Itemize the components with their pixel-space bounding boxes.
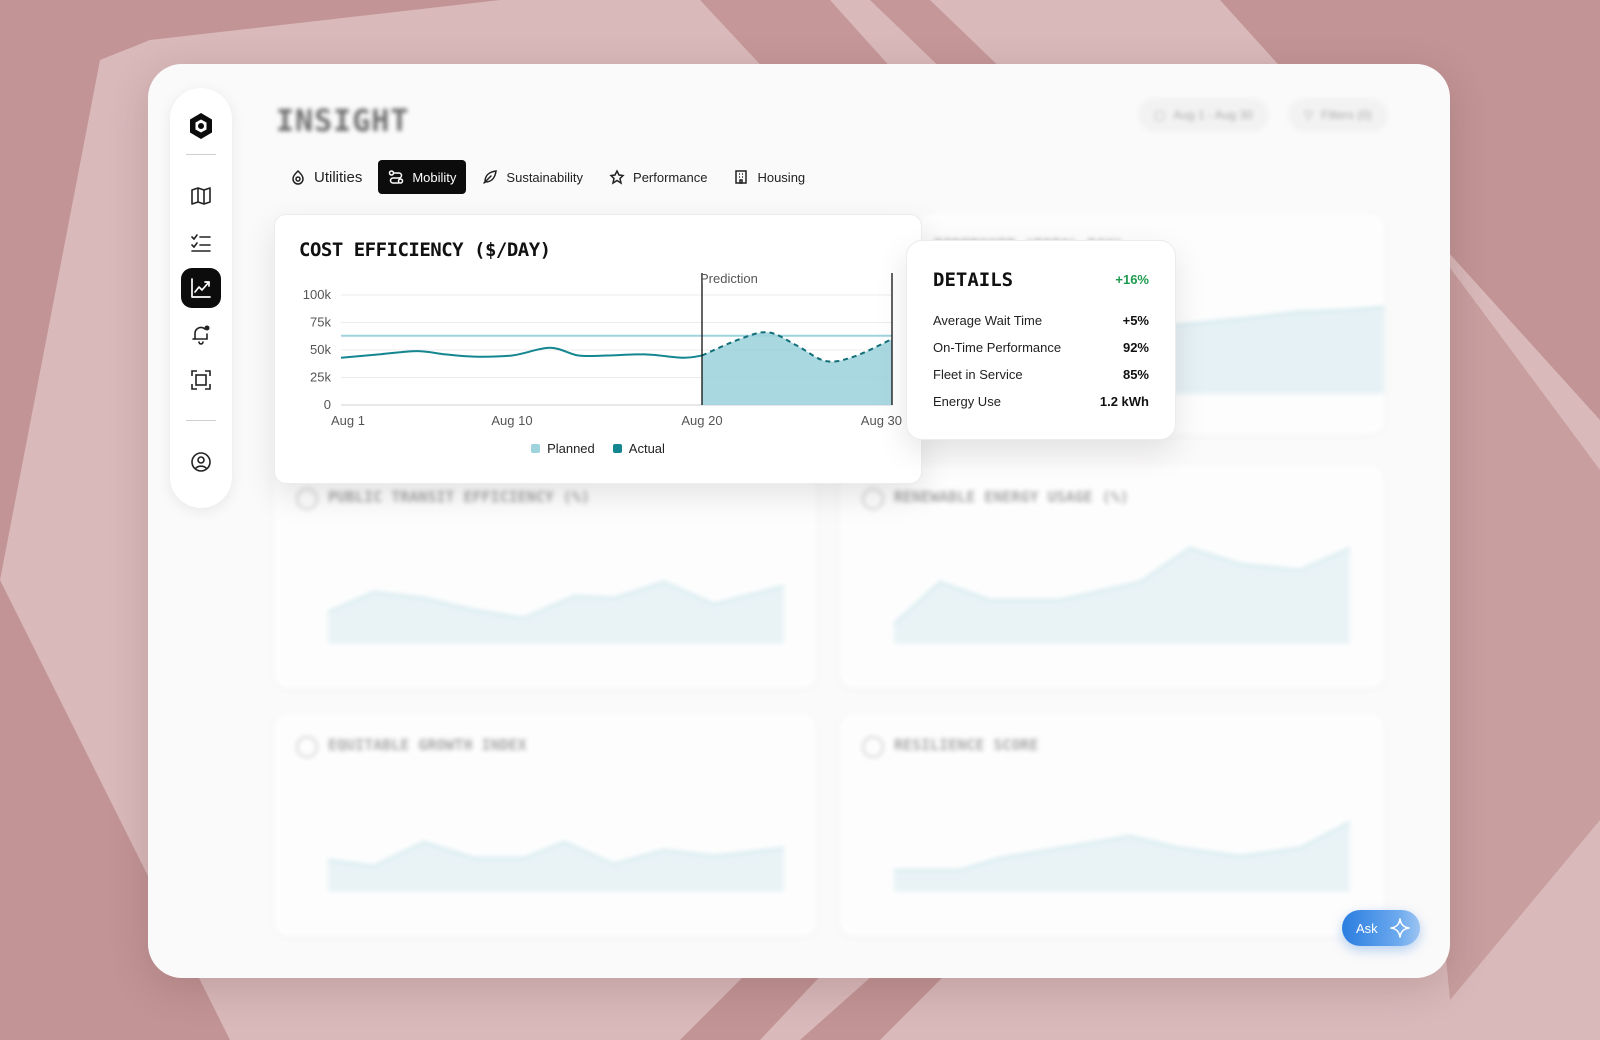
mini-area-chart xyxy=(1167,306,1384,394)
detail-row: Fleet in Service 85% xyxy=(933,367,1149,382)
map-icon[interactable] xyxy=(181,176,221,216)
detail-value: 1.2 kWh xyxy=(1099,394,1149,409)
legend-item-planned: Planned xyxy=(531,441,595,456)
mini-area-chart xyxy=(327,580,785,644)
tab-utilities[interactable]: Utilities xyxy=(280,160,372,194)
ask-label: Ask xyxy=(1356,920,1378,936)
tab-label: Housing xyxy=(757,169,806,185)
details-card[interactable]: DETAILS +16% Average Wait Time +5% On-Ti… xyxy=(906,240,1176,440)
chart-legend: Planned Actual xyxy=(275,441,921,456)
change-badge: +16% xyxy=(1115,272,1149,287)
leaf-icon xyxy=(483,170,498,184)
prediction-series-line xyxy=(701,331,893,363)
mini-area-chart xyxy=(893,546,1351,644)
filters-button[interactable]: ▽ Filters (0) xyxy=(1288,98,1388,132)
logo-icon[interactable] xyxy=(181,106,221,146)
y-tick-label: 25k xyxy=(310,370,331,385)
date-range-picker[interactable]: ▢ Aug 1 - Aug 30 xyxy=(1138,98,1269,132)
card-title: RESILIENCE SCORE xyxy=(894,736,1039,754)
notification-icon[interactable] xyxy=(181,314,221,354)
detail-value: 92% xyxy=(1122,340,1149,355)
user-icon[interactable] xyxy=(181,442,221,482)
legend-item-actual: Actual xyxy=(612,441,665,456)
page-title: INSIGHT xyxy=(276,104,410,139)
detail-label: Fleet in Service xyxy=(933,367,1023,382)
card-title: PUBLIC TRANSIT EFFICIENCY (%) xyxy=(328,488,590,506)
tab-label: Mobility xyxy=(412,169,457,185)
legend-label: Planned xyxy=(547,441,595,456)
tab-mobility[interactable]: Mobility xyxy=(378,160,467,194)
equitable-growth-card[interactable]: EQUITABLE GROWTH INDEX xyxy=(274,714,816,936)
x-tick-label: Aug 10 xyxy=(491,413,532,428)
detail-row: Average Wait Time +5% xyxy=(933,313,1149,328)
analytics-icon[interactable] xyxy=(181,268,221,308)
actual-series-line xyxy=(340,346,703,359)
detail-label: On-Time Performance xyxy=(933,340,1062,355)
sidebar xyxy=(170,88,232,508)
prediction-label: Prediction xyxy=(700,271,758,286)
tab-label: Sustainability xyxy=(506,169,584,185)
detail-value: +5% xyxy=(1122,313,1149,328)
detail-label: Energy Use xyxy=(933,394,1001,409)
sidebar-divider xyxy=(186,154,216,155)
tab-sustainability[interactable]: Sustainability xyxy=(472,160,593,194)
mobility-icon xyxy=(389,170,404,184)
app-window: INSIGHT ▢ Aug 1 - Aug 30 ▽ Filters (0) U… xyxy=(148,64,1450,978)
detail-row: On-Time Performance 92% xyxy=(933,340,1149,355)
tasks-icon[interactable] xyxy=(181,222,221,262)
details-title: DETAILS xyxy=(933,269,1014,291)
utilities-icon xyxy=(292,169,304,185)
ask-button[interactable]: Ask xyxy=(1342,910,1420,946)
chart-title: COST EFFICIENCY ($/DAY) xyxy=(299,239,551,261)
resilience-score-card[interactable]: RESILIENCE SCORE xyxy=(840,714,1384,936)
detail-value: 85% xyxy=(1122,367,1149,382)
cost-efficiency-card[interactable]: COST EFFICIENCY ($/DAY) 100k 75k 50k 25k 0 Au… xyxy=(274,214,922,484)
card-title: EQUITABLE GROWTH INDEX xyxy=(328,736,527,754)
prediction-area xyxy=(702,332,892,405)
legend-label: Actual xyxy=(628,441,665,456)
detail-row: Energy Use 1.2 kWh xyxy=(933,394,1149,409)
x-tick-label: Aug 30 xyxy=(861,413,902,428)
tab-housing[interactable]: Housing xyxy=(723,160,815,194)
y-tick-label: 50k xyxy=(310,342,331,357)
resilience-icon xyxy=(862,736,884,758)
detail-label: Average Wait Time xyxy=(933,313,1043,328)
legend-swatch xyxy=(612,444,622,453)
tab-label: Performance xyxy=(633,169,708,185)
date-range-label: Aug 1 - Aug 30 xyxy=(1173,108,1253,122)
calendar-icon: ▢ xyxy=(1154,108,1166,122)
x-tick-label: Aug 20 xyxy=(681,413,722,428)
performance-icon xyxy=(609,169,625,185)
renewable-energy-card[interactable]: RENEWABLE ENERGY USAGE (%) xyxy=(840,466,1384,688)
transit-icon xyxy=(296,488,318,510)
sparkle-icon xyxy=(1390,918,1410,938)
tab-performance[interactable]: Performance xyxy=(599,160,717,194)
tab-label: Utilities xyxy=(314,168,363,186)
legend-swatch xyxy=(531,444,541,453)
mini-area-chart xyxy=(327,840,785,892)
x-tick-label: Aug 1 xyxy=(331,413,365,428)
y-tick-label: 0 xyxy=(324,397,331,412)
y-tick-label: 100k xyxy=(303,287,332,302)
scan-icon[interactable] xyxy=(181,360,221,400)
energy-icon xyxy=(862,488,884,510)
card-title: RENEWABLE ENERGY USAGE (%) xyxy=(894,488,1129,506)
filter-icon: ▽ xyxy=(1304,108,1314,122)
transit-efficiency-card[interactable]: PUBLIC TRANSIT EFFICIENCY (%) xyxy=(274,466,816,688)
filters-label: Filters (0) xyxy=(1321,108,1372,122)
y-tick-label: 75k xyxy=(310,315,331,330)
category-tabs: Utilities Mobility Sustainability Perfor… xyxy=(280,160,815,194)
sidebar-divider xyxy=(186,420,216,421)
building-icon xyxy=(735,170,748,184)
mini-area-chart xyxy=(894,821,1351,892)
growth-icon xyxy=(296,736,318,758)
